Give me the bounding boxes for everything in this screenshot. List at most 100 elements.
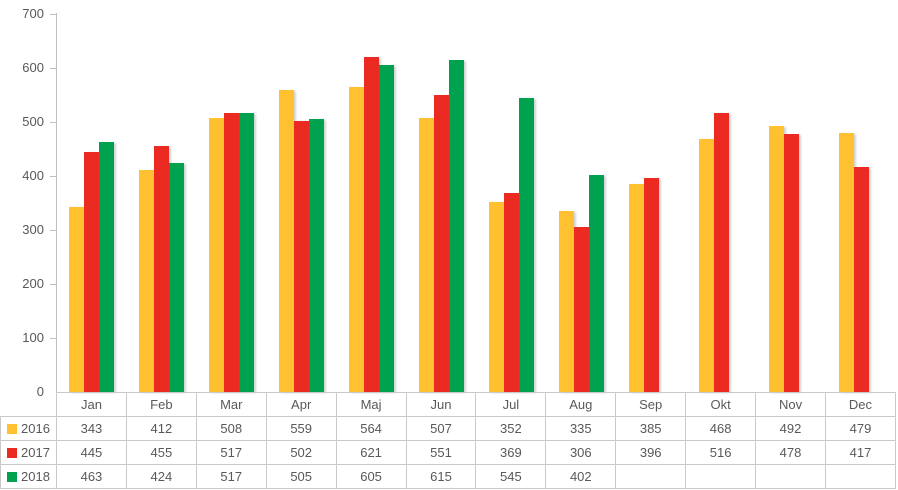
legend-swatch-icon: [7, 471, 18, 482]
value-cell-2017-sep: 396: [615, 440, 687, 465]
category-mar: [197, 0, 267, 392]
value-cell-2018-jul: 545: [475, 464, 547, 489]
bar-2018-aug: [588, 174, 604, 392]
y-axis-tick-label: 700: [22, 6, 44, 21]
table-row-2016: 2016 343 412 508 559 564 507 352 335 385 468 492 479: [0, 416, 897, 441]
value-cell-2017-apr: 502: [265, 440, 337, 465]
bar-2017-jul: [503, 192, 519, 392]
legend-series-label: 2017: [21, 445, 50, 460]
value-cell-2017-nov: 478: [755, 440, 826, 465]
value-cell-2016-mar: 508: [195, 416, 267, 441]
category-jan: [57, 0, 127, 392]
value-cell-2017-okt: 516: [685, 440, 757, 465]
value-cell-2018-nov: [755, 464, 826, 489]
bar-2016-mar: [209, 117, 225, 392]
y-axis-tick-mark: [50, 338, 56, 339]
value-cell-2018-maj: 605: [335, 464, 407, 489]
y-axis-tick-mark: [50, 68, 56, 69]
data-table-wrap: Jan Feb Mar Apr Maj Jun Jul Aug Sep Okt Nov Dec 201…: [0, 392, 897, 489]
bar-2016-dec: [838, 133, 854, 392]
bar-2017-dec: [853, 166, 869, 392]
month-header-cell: Jun: [405, 392, 477, 417]
month-header-cell: Dec: [824, 392, 897, 417]
bar-2017-sep: [643, 178, 659, 392]
legend-swatch-icon: [7, 423, 18, 434]
bar-2016-jul: [488, 201, 504, 392]
y-axis-tick-label: 0: [36, 384, 44, 399]
value-cell-2017-mar: 517: [195, 440, 267, 465]
bar-2016-apr: [279, 90, 295, 392]
value-cell-2018-okt: [685, 464, 757, 489]
category-apr: [267, 0, 337, 392]
value-cell-2018-jun: 615: [405, 464, 477, 489]
y-axis-tick-mark: [50, 284, 56, 285]
y-axis-tick-label: 300: [22, 222, 44, 237]
y-axis-tick-label: 100: [22, 330, 44, 345]
y-axis-tick-label: 500: [22, 114, 44, 129]
bar-2016-sep: [628, 184, 644, 392]
category-maj: [337, 0, 407, 392]
bar-2018-jul: [518, 97, 534, 392]
bar-2018-jun: [449, 59, 465, 392]
category-sep: [616, 0, 686, 392]
bar-2017-feb: [154, 146, 170, 392]
value-cell-2016-apr: 559: [265, 416, 337, 441]
y-axis-line: [56, 13, 57, 392]
month-header-cell: Apr: [265, 392, 337, 417]
y-axis-tick-label: 600: [22, 60, 44, 75]
table-row-2017: 2017 445 455 517 502 621 551 369 306 396 516 478 417: [0, 440, 897, 465]
value-cell-2016-jun: 507: [405, 416, 477, 441]
bar-2017-apr: [294, 120, 310, 392]
month-header-cell: Sep: [615, 392, 687, 417]
bar-2018-apr: [309, 119, 325, 392]
value-cell-2018-sep: [615, 464, 687, 489]
y-axis-tick-mark: [50, 122, 56, 123]
bar-2018-mar: [239, 112, 255, 392]
bar-2016-feb: [139, 169, 155, 392]
month-header-cell: Jul: [475, 392, 547, 417]
bars-area: [57, 0, 896, 392]
bar-2017-jan: [84, 151, 100, 392]
data-table: Jan Feb Mar Apr Maj Jun Jul Aug Sep Okt Nov Dec 201…: [0, 392, 897, 489]
table-row-2018: 2018 463 424 517 505 605 615 545 402: [0, 464, 897, 489]
bar-2016-maj: [349, 87, 365, 392]
bar-2016-nov: [768, 126, 784, 392]
month-header-row: Jan Feb Mar Apr Maj Jun Jul Aug Sep Okt Nov Dec: [1, 392, 897, 417]
category-feb: [127, 0, 197, 392]
legend-series-label: 2018: [21, 469, 50, 484]
value-cell-2016-aug: 335: [545, 416, 617, 441]
value-cell-2017-feb: 455: [125, 440, 197, 465]
legend-series-label: 2016: [21, 421, 50, 436]
y-axis-tick-mark: [50, 230, 56, 231]
value-cell-2016-feb: 412: [125, 416, 197, 441]
value-cell-2018-dec: [824, 464, 897, 489]
value-cell-2017-maj: 621: [335, 440, 407, 465]
bar-2018-feb: [169, 163, 185, 392]
bar-2016-aug: [558, 211, 574, 392]
bar-2016-jan: [69, 206, 85, 392]
value-cell-2017-jan: 445: [56, 440, 127, 465]
month-header-cell: Jan: [56, 392, 127, 417]
category-jul: [477, 0, 547, 392]
chart-plot-area: 0 100 200 300 400 500 600 700: [22, 0, 896, 399]
table-corner-blank: [1, 393, 57, 417]
bar-2017-okt: [713, 113, 729, 392]
value-cell-2016-nov: 492: [755, 416, 826, 441]
value-cell-2017-jul: 369: [475, 440, 547, 465]
bar-2016-okt: [698, 139, 714, 392]
value-cell-2018-aug: 402: [545, 464, 617, 489]
category-nov: [756, 0, 826, 392]
month-header-cell: Feb: [125, 392, 197, 417]
bar-2017-nov: [783, 133, 799, 392]
month-header-cell: Nov: [755, 392, 826, 417]
value-cell-2016-maj: 564: [335, 416, 407, 441]
bar-2017-jun: [434, 94, 450, 392]
month-header-cell: Okt: [685, 392, 757, 417]
value-cell-2016-jan: 343: [56, 416, 127, 441]
value-cell-2018-apr: 505: [265, 464, 337, 489]
value-cell-2016-dec: 479: [824, 416, 897, 441]
y-axis-tick-label: 200: [22, 276, 44, 291]
value-cell-2018-mar: 517: [195, 464, 267, 489]
month-header-cell: Mar: [195, 392, 267, 417]
